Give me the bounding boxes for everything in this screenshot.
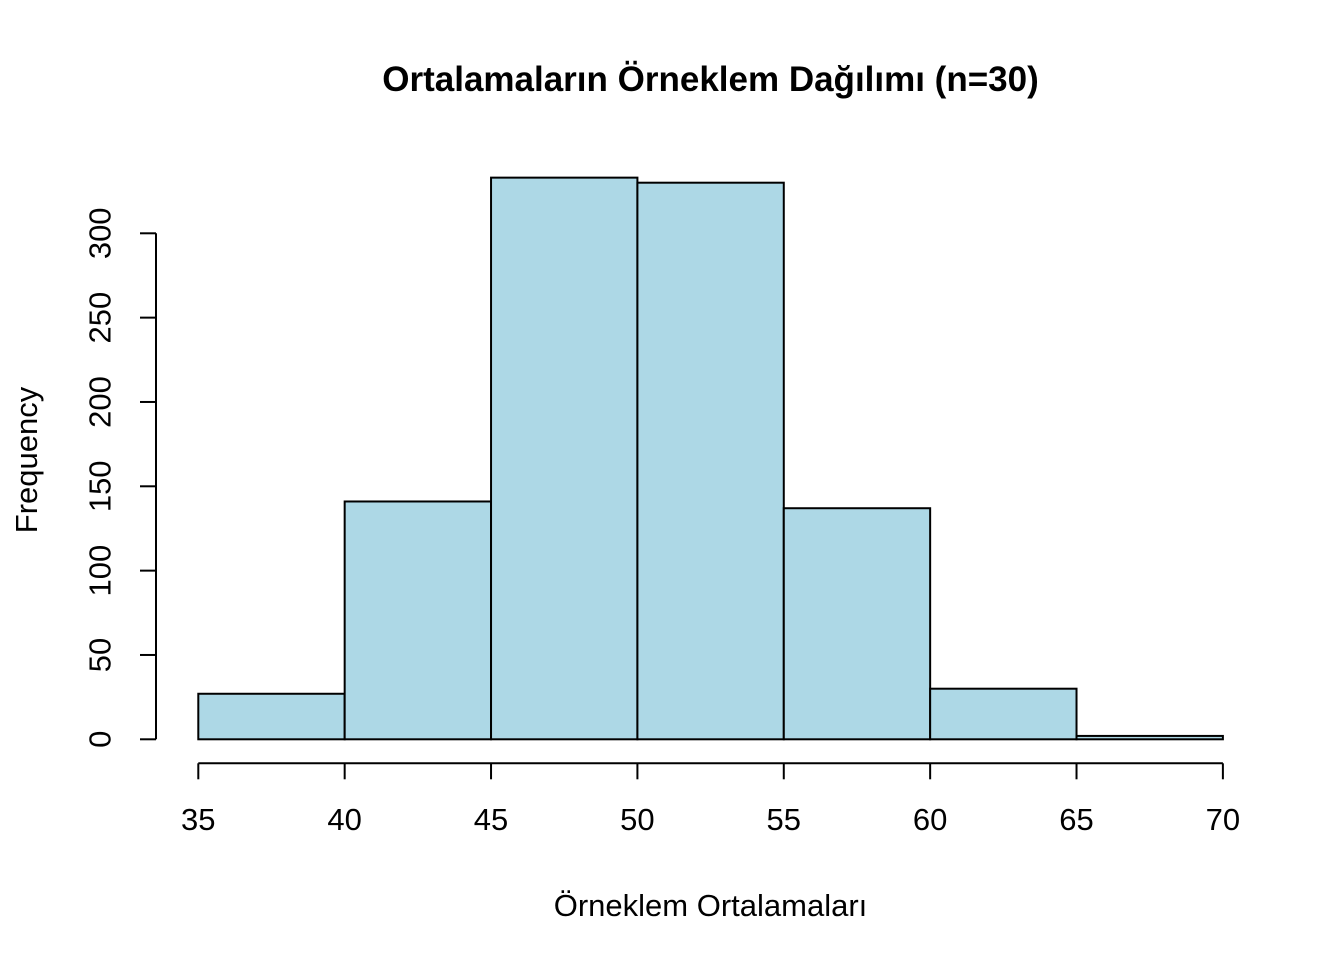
histogram-bar	[1075, 734, 1224, 741]
y-tick-label: 150	[83, 460, 118, 512]
x-tick-label: 55	[767, 802, 801, 837]
y-tick-label: 0	[83, 731, 118, 748]
x-tick-label: 35	[181, 802, 215, 837]
y-tick-label: 300	[83, 207, 118, 259]
y-axis-title: Frequency	[9, 386, 44, 534]
y-tick-label: 250	[83, 292, 118, 344]
x-tick-label: 70	[1206, 802, 1240, 837]
x-tick-label: 40	[327, 802, 361, 837]
x-tick-label: 65	[1059, 802, 1093, 837]
y-tick-label: 50	[83, 638, 118, 672]
histogram-bar	[197, 692, 346, 741]
histogram-bar	[929, 687, 1078, 741]
x-tick-label: 45	[474, 802, 508, 837]
y-tick-label: 100	[83, 545, 118, 597]
chart-title: Ortalamaların Örneklem Dağılımı (n=30)	[382, 60, 1039, 99]
histogram-bar	[636, 181, 785, 741]
y-tick-label: 200	[83, 376, 118, 428]
histogram-bar	[343, 500, 493, 741]
x-axis-title: Örneklem Ortalamaları	[553, 888, 868, 923]
x-tick-label: 50	[620, 802, 654, 837]
x-tick-label: 60	[913, 802, 947, 837]
histogram-bar	[782, 507, 932, 741]
histogram-bar	[490, 176, 639, 741]
